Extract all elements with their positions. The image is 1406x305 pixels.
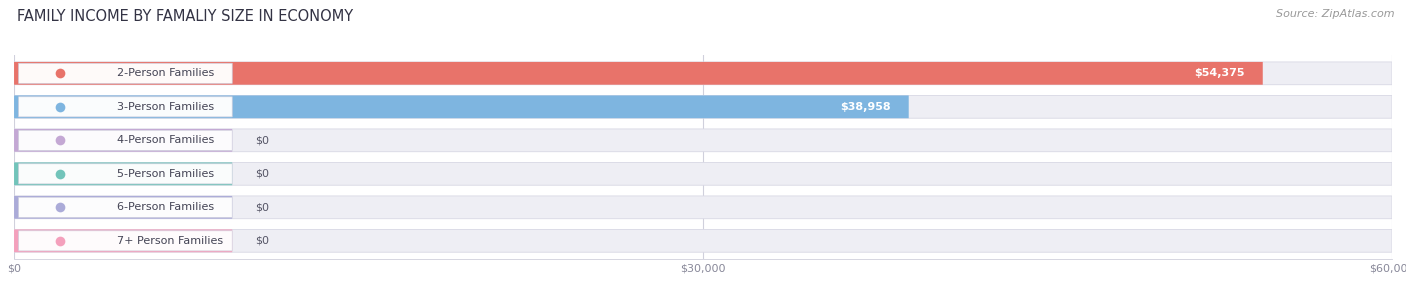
FancyBboxPatch shape: [14, 196, 232, 219]
Text: 3-Person Families: 3-Person Families: [118, 102, 215, 112]
FancyBboxPatch shape: [14, 229, 1392, 252]
Text: 7+ Person Families: 7+ Person Families: [118, 236, 224, 246]
Text: $0: $0: [256, 236, 269, 246]
FancyBboxPatch shape: [14, 163, 1392, 185]
FancyBboxPatch shape: [14, 95, 908, 118]
FancyBboxPatch shape: [14, 129, 232, 152]
Text: $38,958: $38,958: [839, 102, 890, 112]
Text: FAMILY INCOME BY FAMALIY SIZE IN ECONOMY: FAMILY INCOME BY FAMALIY SIZE IN ECONOMY: [17, 9, 353, 24]
FancyBboxPatch shape: [14, 163, 232, 185]
Text: 6-Person Families: 6-Person Families: [118, 202, 215, 212]
FancyBboxPatch shape: [14, 62, 1392, 85]
FancyBboxPatch shape: [18, 231, 232, 251]
FancyBboxPatch shape: [18, 164, 232, 184]
Text: $0: $0: [256, 135, 269, 145]
Text: 4-Person Families: 4-Person Families: [118, 135, 215, 145]
FancyBboxPatch shape: [14, 129, 1392, 152]
Text: $0: $0: [256, 202, 269, 212]
Text: 2-Person Families: 2-Person Families: [118, 68, 215, 78]
FancyBboxPatch shape: [14, 95, 1392, 118]
FancyBboxPatch shape: [14, 229, 232, 252]
Text: $54,375: $54,375: [1194, 68, 1244, 78]
Text: 5-Person Families: 5-Person Families: [118, 169, 215, 179]
FancyBboxPatch shape: [18, 97, 232, 117]
FancyBboxPatch shape: [18, 197, 232, 217]
FancyBboxPatch shape: [14, 196, 1392, 219]
FancyBboxPatch shape: [18, 63, 232, 83]
FancyBboxPatch shape: [18, 130, 232, 150]
FancyBboxPatch shape: [14, 62, 1263, 85]
Text: $0: $0: [256, 169, 269, 179]
Text: Source: ZipAtlas.com: Source: ZipAtlas.com: [1277, 9, 1395, 19]
